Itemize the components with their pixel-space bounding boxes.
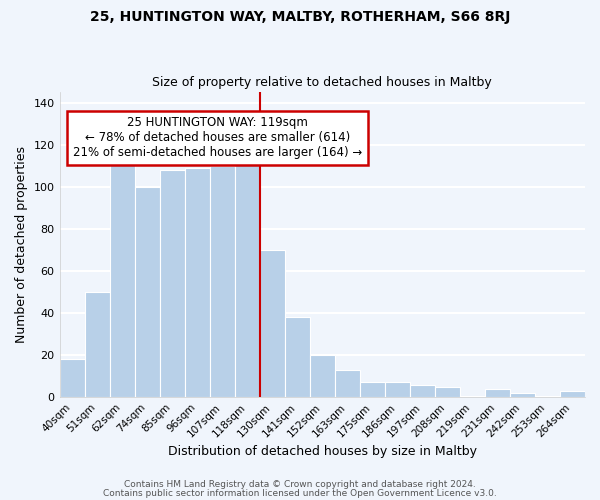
Bar (209, 166, 235, 397)
Bar (260, 250, 285, 397)
Bar (485, 389, 510, 397)
Bar (160, 170, 185, 397)
Bar (134, 187, 160, 397)
Bar (235, 160, 260, 397)
Y-axis label: Number of detached properties: Number of detached properties (15, 146, 28, 343)
Bar (510, 393, 535, 397)
Text: 25 HUNTINGTON WAY: 119sqm
← 78% of detached houses are smaller (614)
21% of semi: 25 HUNTINGTON WAY: 119sqm ← 78% of detac… (73, 116, 362, 160)
Text: 25, HUNTINGTON WAY, MALTBY, ROTHERHAM, S66 8RJ: 25, HUNTINGTON WAY, MALTBY, ROTHERHAM, S… (90, 10, 510, 24)
X-axis label: Distribution of detached houses by size in Maltby: Distribution of detached houses by size … (168, 444, 477, 458)
Bar (85, 292, 110, 397)
Bar (59, 360, 85, 397)
Bar (335, 370, 360, 397)
Bar (385, 382, 410, 397)
Bar (410, 384, 435, 397)
Bar (435, 386, 460, 397)
Title: Size of property relative to detached houses in Maltby: Size of property relative to detached ho… (152, 76, 492, 90)
Text: Contains public sector information licensed under the Open Government Licence v3: Contains public sector information licen… (103, 489, 497, 498)
Text: Contains HM Land Registry data © Crown copyright and database right 2024.: Contains HM Land Registry data © Crown c… (124, 480, 476, 489)
Bar (360, 382, 385, 397)
Bar (310, 355, 335, 397)
Bar (285, 317, 310, 397)
Bar (560, 391, 585, 397)
Bar (185, 168, 209, 397)
Bar (110, 149, 134, 397)
